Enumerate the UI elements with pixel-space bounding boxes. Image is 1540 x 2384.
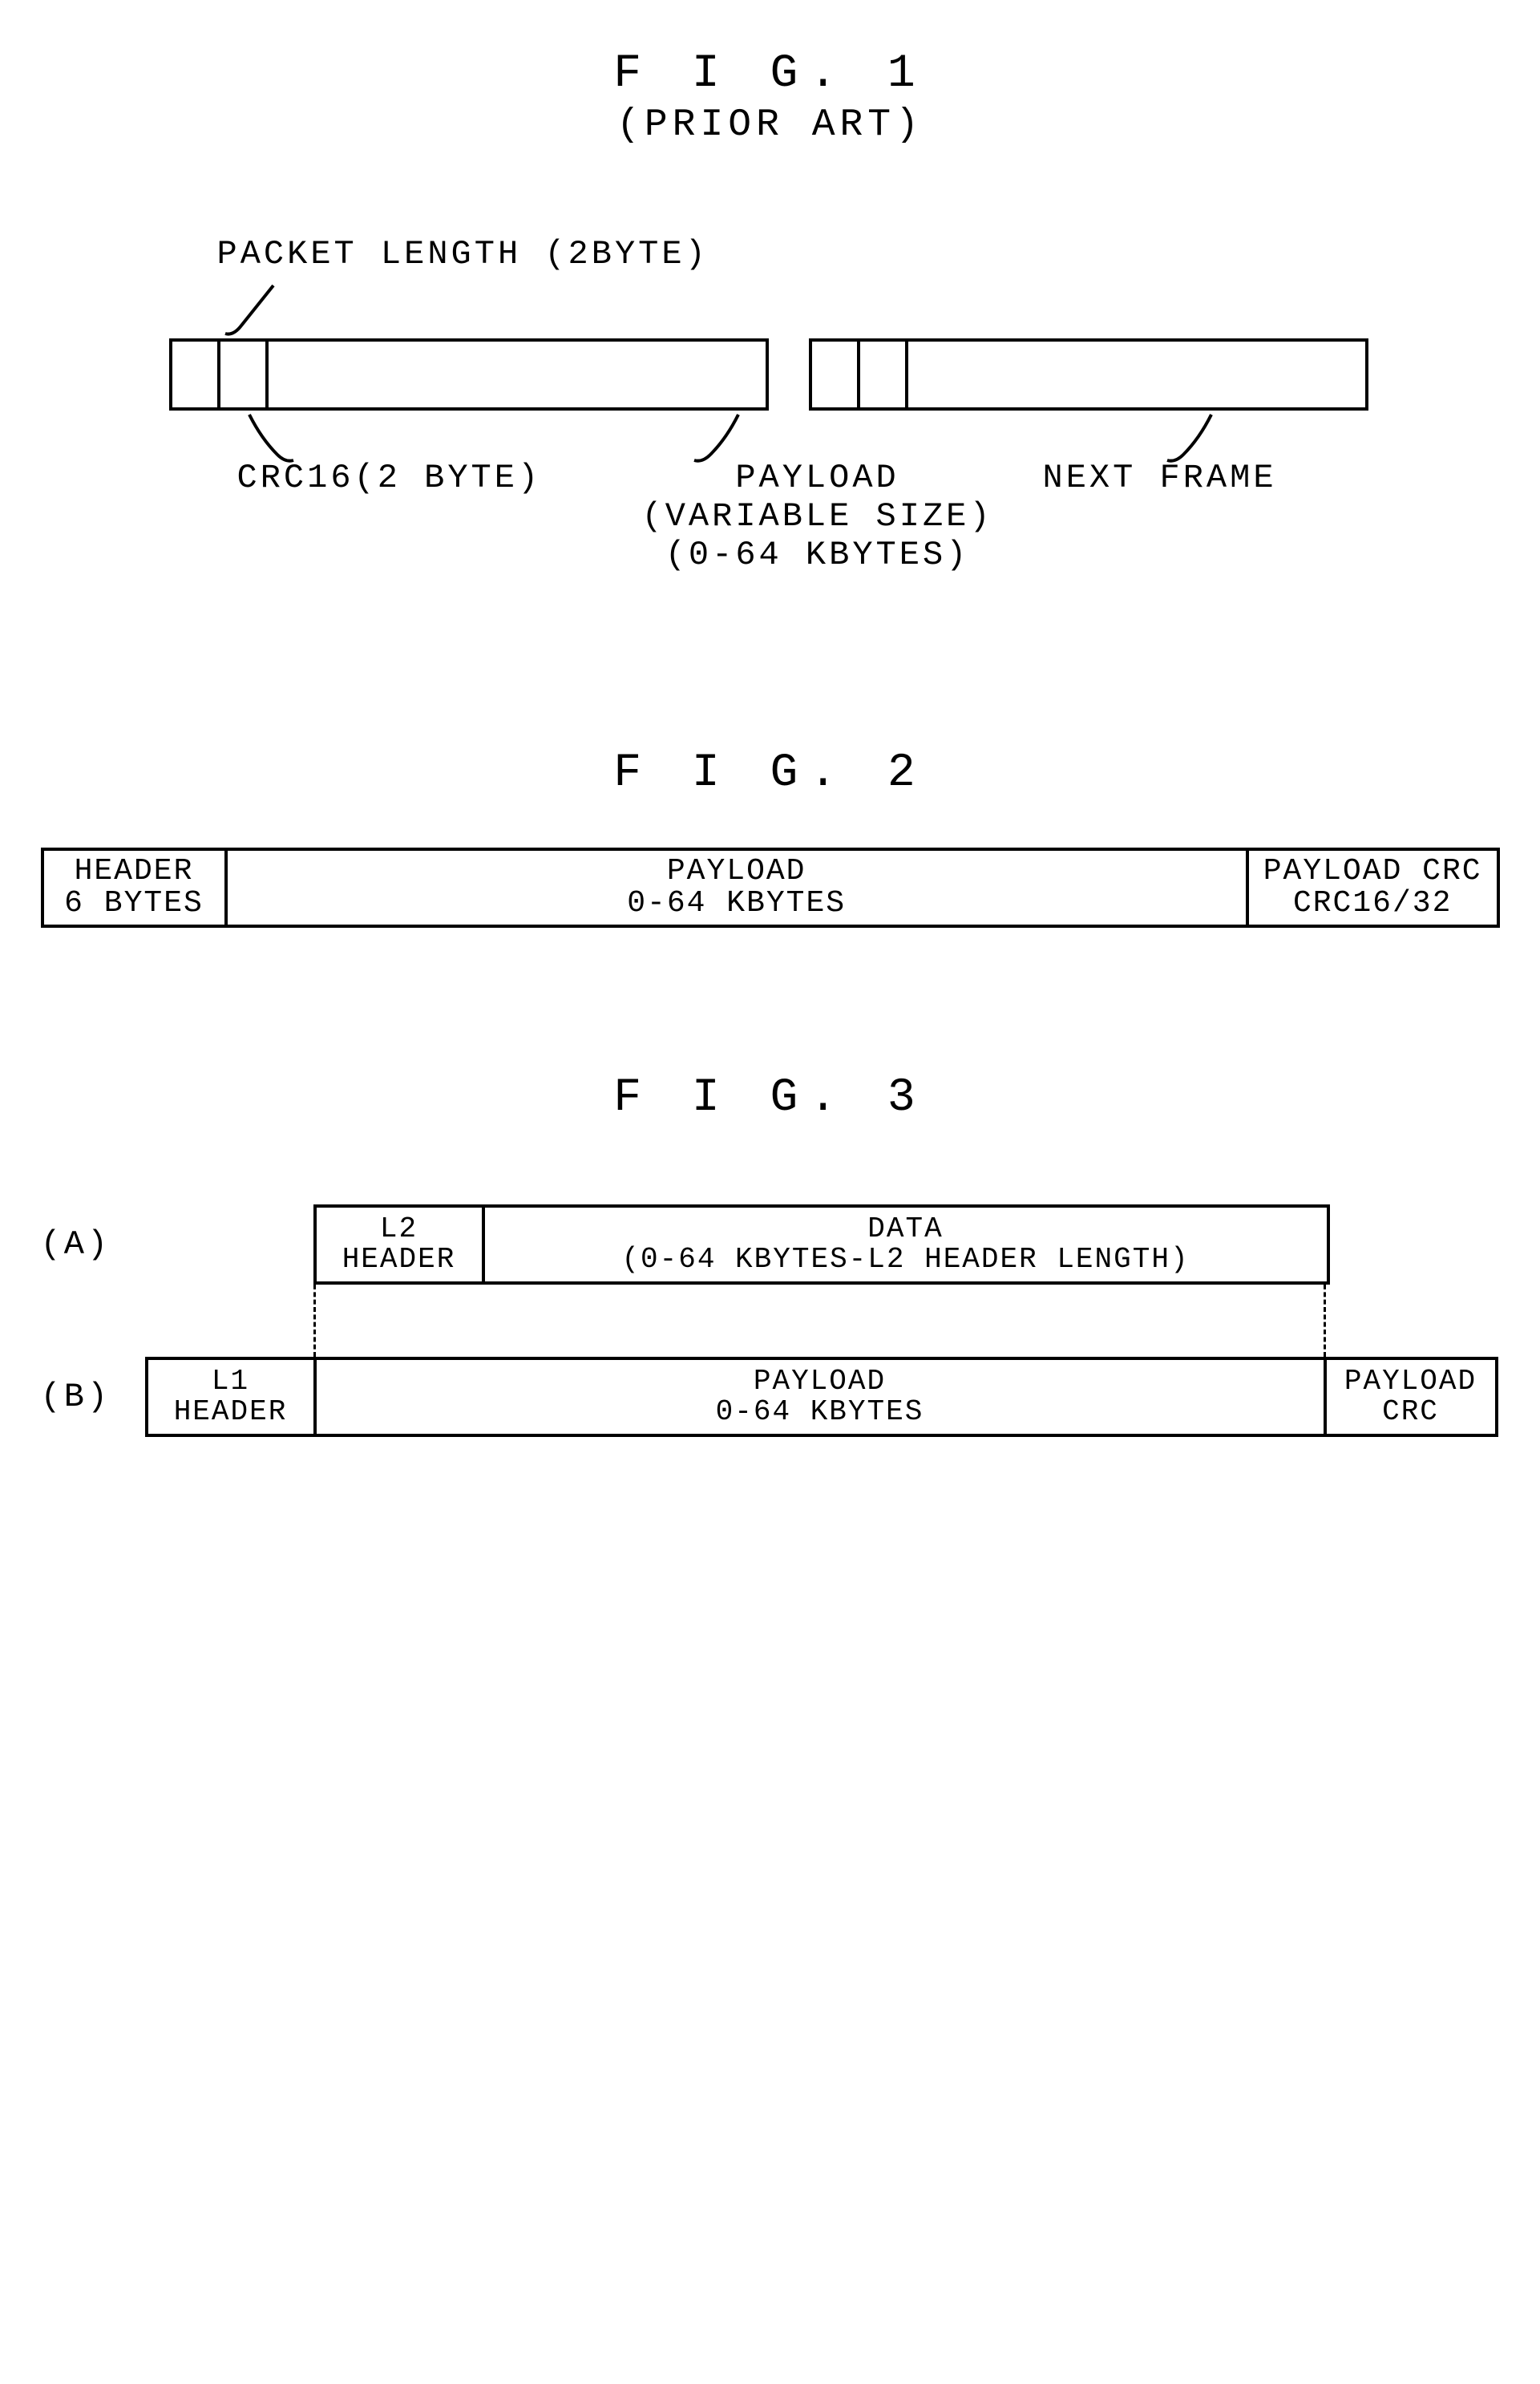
fig1-payload-l2: (VARIABLE SIZE) — [642, 497, 993, 536]
fig3-row-a-label: (A) — [41, 1225, 145, 1264]
fig3-seg-line2: CRC — [1382, 1397, 1439, 1427]
fig3-segment: PAYLOAD0-64 KBYTES — [317, 1360, 1327, 1434]
fig2-seg-line1: PAYLOAD — [667, 856, 806, 888]
fig1-payload-label: PAYLOAD (VARIABLE SIZE) (0-64 KBYTES) — [642, 459, 993, 574]
fig3-row-b-label: (B) — [41, 1378, 145, 1416]
fig3-dash-area — [145, 1285, 1500, 1357]
fig1-payload-l3: (0-64 KBYTES) — [642, 536, 993, 574]
fig2-segment: HEADER6 BYTES — [44, 851, 228, 925]
fig1-next-label: NEXT FRAME — [1043, 459, 1277, 497]
fig3-segment: DATA(0-64 KBYTES-L2 HEADER LENGTH) — [485, 1208, 1327, 1281]
fig1-segment — [172, 342, 220, 407]
fig3-seg-line1: PAYLOAD — [1344, 1366, 1477, 1397]
fig1-bottom-callouts: CRC16(2 BYTE) PAYLOAD (VARIABLE SIZE) (0… — [169, 411, 1452, 603]
fig3-frame-a: L2HEADERDATA(0-64 KBYTES-L2 HEADER LENGT… — [313, 1204, 1330, 1285]
fig3-container: (A) L2HEADERDATA(0-64 KBYTES-L2 HEADER L… — [41, 1204, 1500, 1437]
fig1-segment — [812, 342, 860, 407]
fig3-frame-b: L1HEADERPAYLOAD0-64 KBYTESPAYLOADCRC — [145, 1357, 1498, 1437]
fig2-seg-line2: 6 BYTES — [64, 888, 204, 920]
fig2-segment: PAYLOAD0-64 KBYTES — [228, 851, 1249, 925]
fig3-segment: PAYLOADCRC — [1327, 1360, 1495, 1434]
fig1-packet-length-label: PACKET LENGTH (2BYTE) — [217, 235, 1452, 273]
fig3-row-a: (A) L2HEADERDATA(0-64 KBYTES-L2 HEADER L… — [41, 1204, 1500, 1285]
fig2-frame: HEADER6 BYTESPAYLOAD0-64 KBYTESPAYLOAD C… — [41, 848, 1500, 928]
fig3-seg-line1: DATA — [867, 1214, 943, 1245]
fig3-seg-line2: HEADER — [342, 1245, 456, 1275]
fig3-seg-line2: (0-64 KBYTES-L2 HEADER LENGTH) — [621, 1245, 1189, 1275]
fig1-container: PACKET LENGTH (2BYTE) CRC16(2 BYTE) PAYL… — [89, 235, 1452, 603]
fig1-segment — [860, 342, 908, 407]
fig3-seg-line2: 0-64 KBYTES — [716, 1397, 924, 1427]
fig3-seg-line1: L1 — [212, 1366, 249, 1397]
fig1-segment — [269, 342, 766, 407]
fig1-payload-l1: PAYLOAD — [642, 459, 993, 497]
fig3-row-b: (B) L1HEADERPAYLOAD0-64 KBYTESPAYLOADCRC — [41, 1357, 1500, 1437]
fig3-segment: L2HEADER — [317, 1208, 485, 1281]
fig3-dash-line — [313, 1285, 316, 1357]
fig1-segment — [220, 342, 269, 407]
fig1-segment — [908, 342, 1365, 407]
fig3-title: F I G. 3 — [32, 1072, 1508, 1124]
figure-2: F I G. 2 HEADER6 BYTESPAYLOAD0-64 KBYTES… — [32, 747, 1508, 928]
fig2-seg-line1: PAYLOAD CRC — [1263, 856, 1482, 888]
fig2-seg-line2: 0-64 KBYTES — [627, 888, 846, 920]
fig1-frame-1 — [169, 338, 769, 411]
fig1-top-callout-line — [217, 281, 378, 338]
fig2-segment: PAYLOAD CRCCRC16/32 — [1249, 851, 1497, 925]
fig3-dash-line — [1324, 1285, 1326, 1357]
figure-1: F I G. 1 (PRIOR ART) PACKET LENGTH (2BYT… — [32, 48, 1508, 603]
fig3-seg-line1: PAYLOAD — [754, 1366, 886, 1397]
fig1-subtitle: (PRIOR ART) — [32, 103, 1508, 147]
fig1-frame-2 — [809, 338, 1368, 411]
fig3-segment: L1HEADER — [148, 1360, 317, 1434]
fig1-crc-label: CRC16(2 BYTE) — [237, 459, 542, 497]
fig2-title: F I G. 2 — [32, 747, 1508, 799]
fig1-frames-row — [169, 338, 1452, 411]
figure-3: F I G. 3 (A) L2HEADERDATA(0-64 KBYTES-L2… — [32, 1072, 1508, 1437]
fig2-seg-line1: HEADER — [75, 856, 194, 888]
fig2-seg-line2: CRC16/32 — [1293, 888, 1452, 920]
fig3-seg-line1: L2 — [380, 1214, 418, 1245]
fig1-title: F I G. 1 — [32, 48, 1508, 100]
fig3-seg-line2: HEADER — [174, 1397, 288, 1427]
